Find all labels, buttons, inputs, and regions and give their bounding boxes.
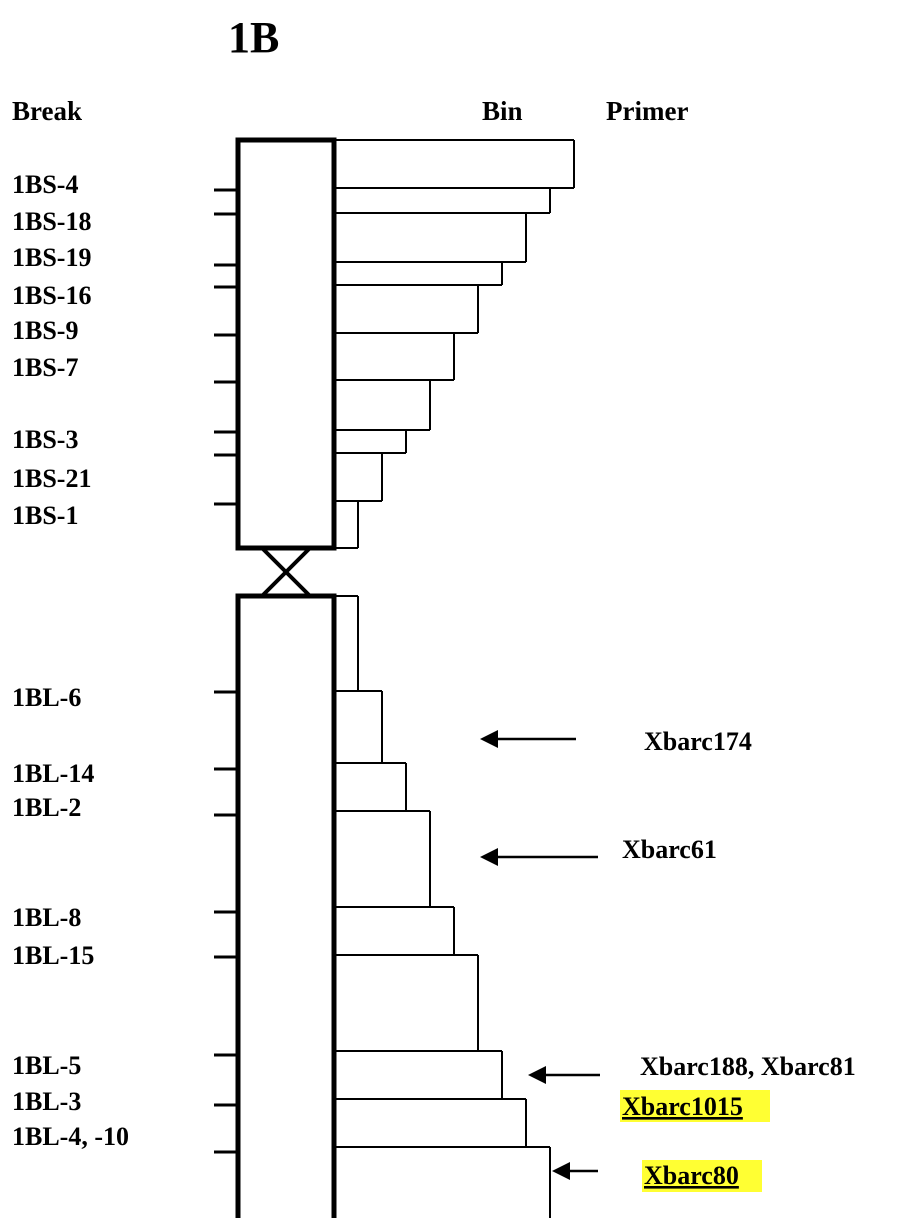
break-label: 1BL-2 bbox=[12, 793, 81, 822]
break-label: 1BS-3 bbox=[12, 425, 78, 454]
long-arm bbox=[235, 593, 337, 1218]
chromosome bbox=[235, 137, 337, 1218]
break-label: 1BL-3 bbox=[12, 1087, 81, 1116]
break-header: Break bbox=[12, 96, 82, 126]
primer-label: Xbarc61 bbox=[622, 835, 717, 864]
arrow-xbarc188-xbarc81 bbox=[528, 1066, 600, 1084]
break-label: 1BS-4 bbox=[12, 170, 78, 199]
primer-label: Xbarc80 bbox=[644, 1161, 739, 1190]
primer-highlight bbox=[620, 1090, 770, 1122]
primer-label: Xbarc1015 bbox=[622, 1092, 743, 1121]
break-label: 1BL-6 bbox=[12, 683, 81, 712]
primer-label: Xbarc188, Xbarc81 bbox=[640, 1052, 856, 1081]
chromosome-title: 1B bbox=[228, 13, 279, 62]
break-label: 1BL-8 bbox=[12, 903, 81, 932]
break-label: 1BS-21 bbox=[12, 464, 91, 493]
breakpoint-ticks bbox=[214, 188, 238, 1154]
deletion-bins bbox=[334, 139, 575, 1218]
short-arm bbox=[235, 137, 337, 551]
break-labels: 1BS-4 1BS-18 1BS-19 1BS-16 1BS-9 1BS-7 1… bbox=[12, 170, 129, 1151]
break-label: 1BS-7 bbox=[12, 353, 78, 382]
break-label: 1BL-14 bbox=[12, 759, 94, 788]
break-label: 1BL-4, -10 bbox=[12, 1122, 129, 1151]
break-label: 1BL-5 bbox=[12, 1051, 81, 1080]
centromere bbox=[260, 546, 312, 598]
arrow-xbarc174 bbox=[480, 730, 576, 748]
primer-label: Xbarc174 bbox=[644, 727, 752, 756]
primer-arrows bbox=[480, 730, 600, 1180]
break-label: 1BS-18 bbox=[12, 207, 91, 236]
break-label: 1BS-19 bbox=[12, 243, 91, 272]
break-label: 1BS-9 bbox=[12, 316, 78, 345]
break-label: 1BS-1 bbox=[12, 501, 78, 530]
primer-header: Primer bbox=[606, 96, 688, 126]
bin-header: Bin bbox=[482, 96, 523, 126]
primer-labels: Xbarc174 Xbarc61 Xbarc188, Xbarc81 Xbarc… bbox=[622, 727, 856, 1190]
break-label: 1BS-16 bbox=[12, 281, 91, 310]
arrow-xbarc61 bbox=[480, 848, 598, 866]
break-label: 1BL-15 bbox=[12, 941, 94, 970]
primer-highlight bbox=[642, 1160, 762, 1192]
arrow-xbarc80 bbox=[552, 1162, 598, 1180]
